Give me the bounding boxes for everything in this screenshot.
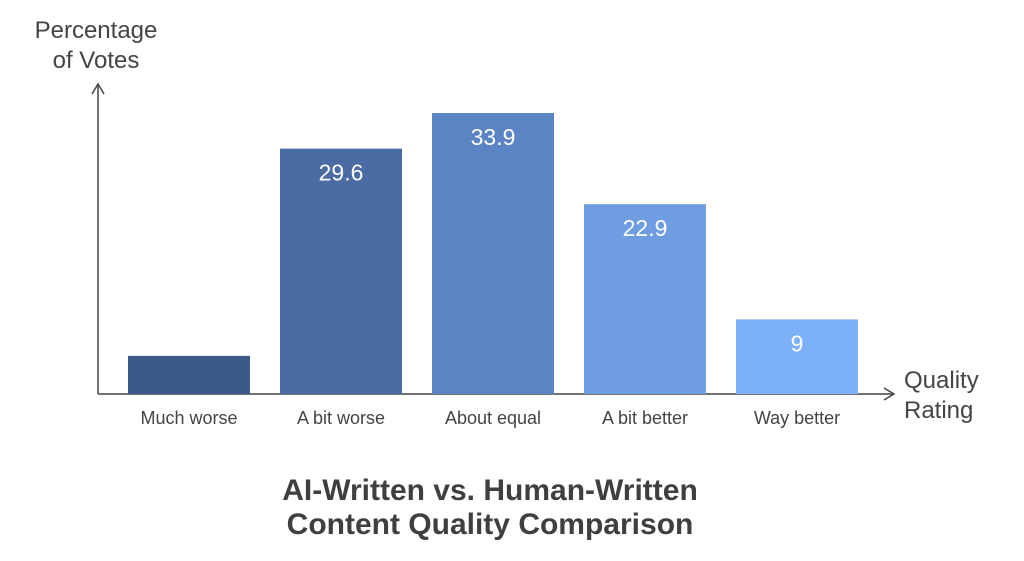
- chart-subtitle: Content Quality Comparison: [286, 508, 694, 541]
- y-axis-label: Percentage of Votes: [34, 17, 158, 74]
- value-label: 33.9: [471, 124, 516, 150]
- value-label: 22.9: [623, 215, 668, 241]
- x-axis-label: Quality Rating: [904, 367, 979, 424]
- category-tick-label: A bit worse: [297, 408, 385, 428]
- category-labels-group: Much worse A bit worse About equal A bit be…: [140, 408, 840, 428]
- y-axis-arrow: [91, 82, 105, 95]
- category-tick-label: About equal: [445, 408, 541, 428]
- category-tick-label: Way better: [754, 408, 840, 428]
- value-labels-group: 29.6 33.9 22.9 9: [319, 124, 804, 356]
- category-tick-label: A bit better: [602, 408, 688, 428]
- category-tick-label: Much worse: [140, 408, 237, 428]
- bars-group: [128, 113, 858, 394]
- bar-much-worse: [128, 355, 250, 394]
- value-label: 9: [791, 330, 804, 356]
- bar-a-bit-worse: [280, 148, 402, 394]
- value-label: 29.6: [319, 160, 364, 186]
- chart-title: AI-Written vs. Human-Written: [282, 474, 698, 507]
- x-axis-arrow: [883, 387, 896, 401]
- bar-a-bit-better: [584, 204, 706, 394]
- bar-about-equal: [432, 113, 554, 394]
- bar-way-better: [736, 319, 858, 394]
